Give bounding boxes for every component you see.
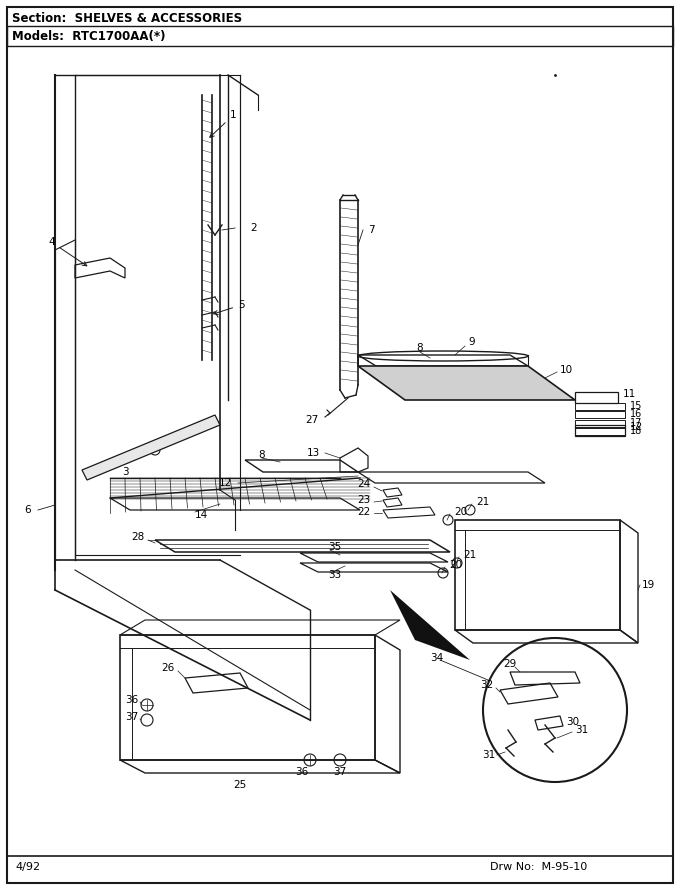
Text: 29: 29 xyxy=(503,659,517,669)
Text: 9: 9 xyxy=(468,337,475,347)
Text: 23: 23 xyxy=(357,495,370,505)
Text: 32: 32 xyxy=(480,680,493,690)
Text: 37: 37 xyxy=(333,767,347,777)
Text: 27: 27 xyxy=(305,415,318,425)
Text: Drw No:  M-95-10: Drw No: M-95-10 xyxy=(490,862,588,872)
Text: 4/92: 4/92 xyxy=(15,862,40,872)
Text: 19: 19 xyxy=(642,580,656,590)
Text: 14: 14 xyxy=(195,510,208,520)
Text: 13: 13 xyxy=(307,448,320,458)
Text: 8: 8 xyxy=(417,343,424,353)
Text: 2: 2 xyxy=(250,223,256,233)
Text: 20: 20 xyxy=(454,507,467,517)
Text: 8: 8 xyxy=(258,450,265,460)
Text: 12: 12 xyxy=(219,478,232,488)
Text: 36: 36 xyxy=(295,767,309,777)
Text: 21: 21 xyxy=(476,497,489,507)
Text: 18: 18 xyxy=(630,426,642,436)
Text: 11: 11 xyxy=(623,389,636,399)
Text: 10: 10 xyxy=(560,365,573,375)
Text: 12: 12 xyxy=(630,422,643,432)
Text: 15: 15 xyxy=(630,401,643,411)
Text: 22: 22 xyxy=(357,507,370,517)
Text: 37: 37 xyxy=(124,712,138,722)
Text: 3: 3 xyxy=(122,467,129,477)
Text: 25: 25 xyxy=(233,780,247,790)
Text: 7: 7 xyxy=(368,225,375,235)
Text: 31: 31 xyxy=(575,725,588,735)
Text: 31: 31 xyxy=(481,750,495,760)
Text: Section:  SHELVES & ACCESSORIES: Section: SHELVES & ACCESSORIES xyxy=(12,12,242,25)
Text: Models:  RTC1700AA(*): Models: RTC1700AA(*) xyxy=(12,29,165,43)
Text: 1: 1 xyxy=(210,110,237,137)
Polygon shape xyxy=(358,366,575,400)
Text: 28: 28 xyxy=(132,532,145,542)
Text: 4: 4 xyxy=(48,237,87,266)
Text: 6: 6 xyxy=(24,505,31,515)
Text: 36: 36 xyxy=(124,695,138,705)
Text: 21: 21 xyxy=(463,550,476,560)
Bar xyxy=(7,26,673,46)
Text: 16: 16 xyxy=(630,409,642,419)
Text: 20: 20 xyxy=(449,560,462,570)
Text: 5: 5 xyxy=(214,300,245,314)
Text: 34: 34 xyxy=(430,653,443,663)
Text: 35: 35 xyxy=(328,542,341,552)
Polygon shape xyxy=(390,590,470,660)
Polygon shape xyxy=(82,415,220,480)
Text: 24: 24 xyxy=(357,479,370,489)
Text: 17: 17 xyxy=(630,418,643,428)
Text: 30: 30 xyxy=(566,717,579,727)
Text: 33: 33 xyxy=(328,570,341,580)
Text: 26: 26 xyxy=(162,663,175,673)
